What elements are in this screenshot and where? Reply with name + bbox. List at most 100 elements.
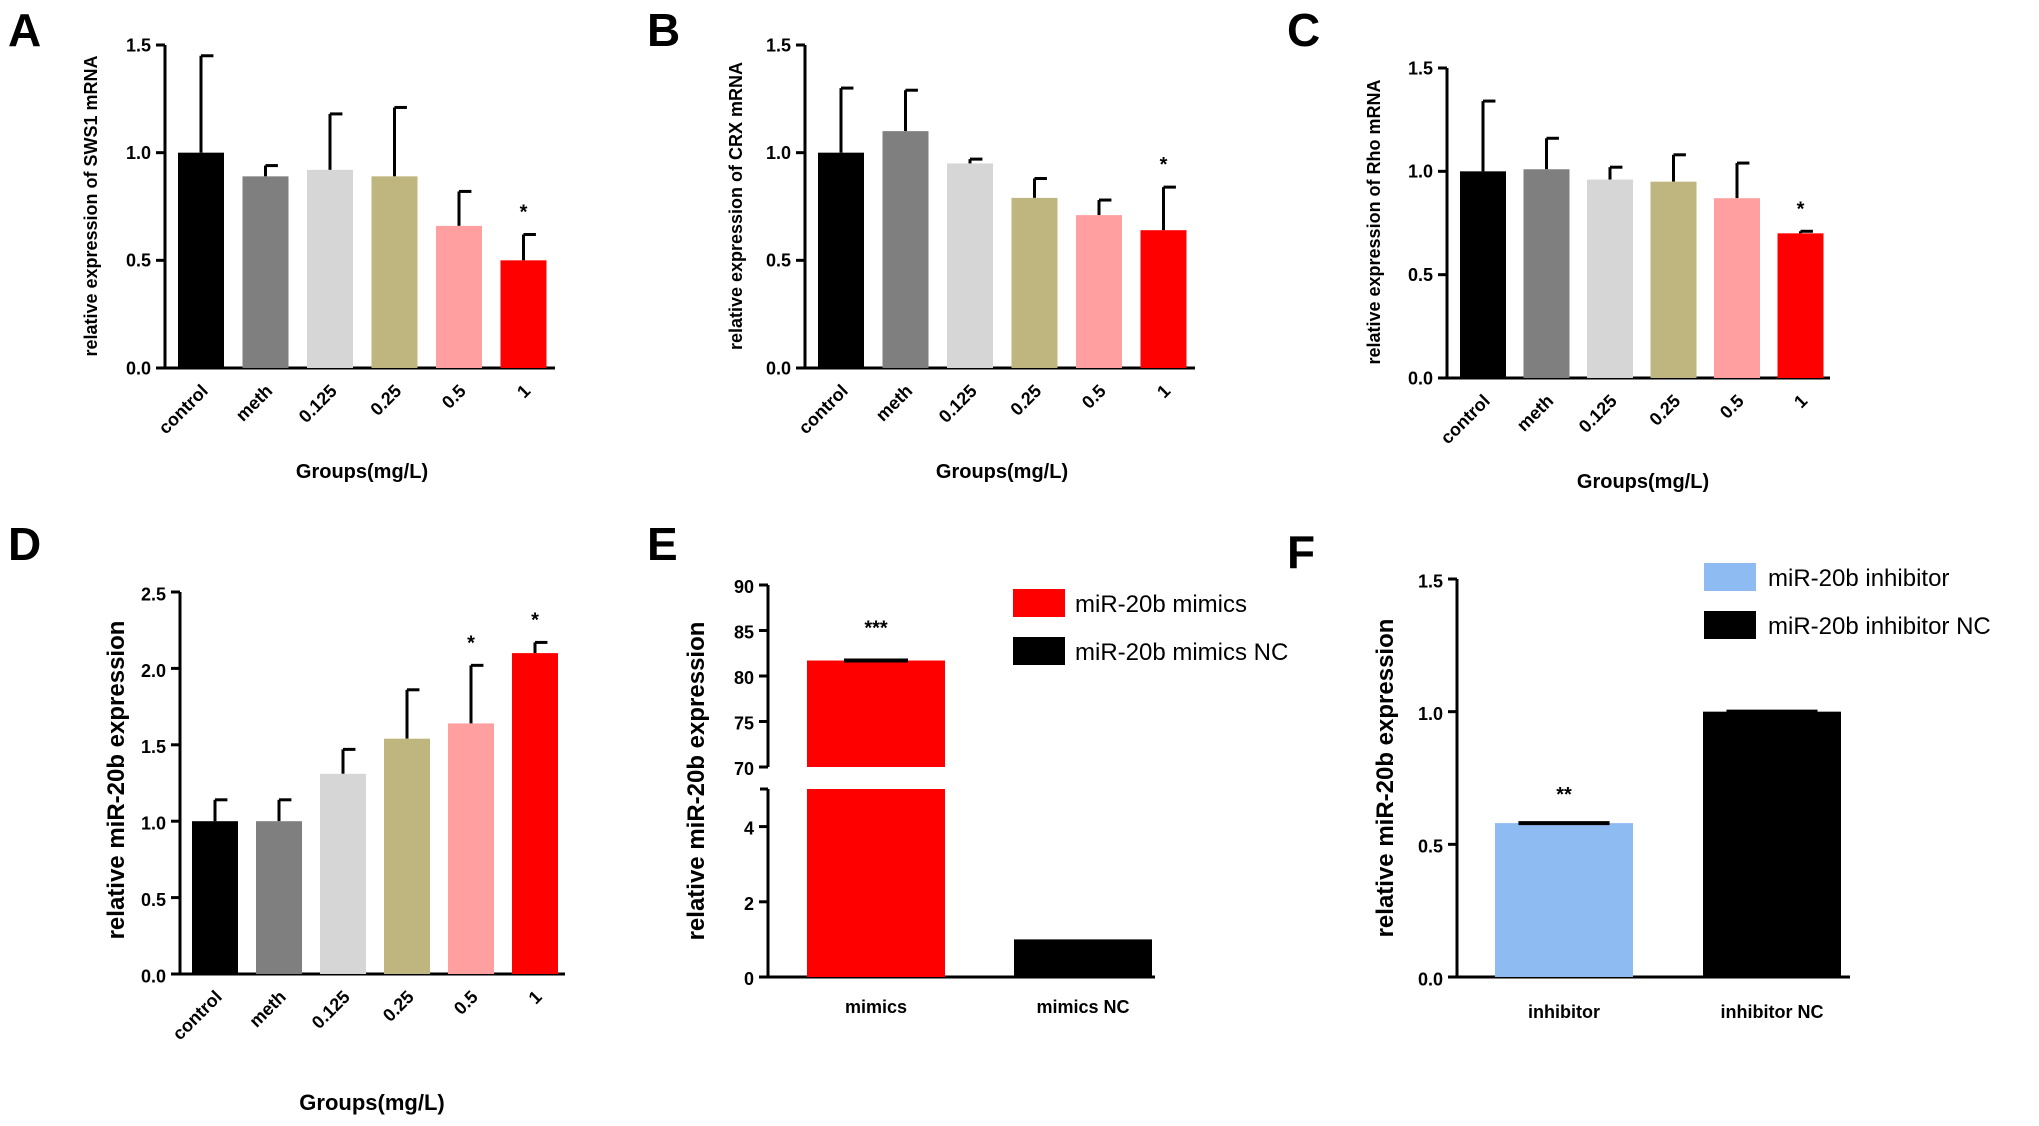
chart-a: 0.0 0.5 1.0 1.5 relative expression of SWS1 … [81, 35, 555, 483]
chart-b: 0.0 0.5 1.0 1.5 relative expression of CRX m… [726, 35, 1195, 483]
y-tick-label: 0.5 [766, 251, 791, 271]
x-tick-label: inhibitor NC [1721, 1002, 1824, 1022]
y-tick-label: 0.5 [1408, 265, 1433, 285]
y-tick-label: 1.5 [766, 35, 791, 55]
bar-1 [1140, 230, 1187, 368]
y-tick-label: 75 [734, 714, 754, 734]
x-tick-label: 0.125 [295, 381, 341, 427]
y-tick-label: 85 [734, 623, 754, 643]
bar-1 [500, 260, 547, 368]
y-axis-title: relative miR-20b expression [103, 621, 130, 940]
x-tick-label: 0.25 [366, 381, 405, 420]
y-tick-label: 2 [744, 894, 754, 914]
panel-letter-d: D [8, 518, 41, 570]
y-tick-label: 70 [734, 759, 754, 779]
x-tick-label: mimics [845, 997, 907, 1017]
panel-letter-a: A [8, 4, 41, 56]
y-tick-label: 2.0 [141, 661, 166, 681]
x-tick-label: control [155, 381, 212, 438]
y-tick-label: 1.0 [766, 143, 791, 163]
x-tick-label: 0.125 [935, 381, 981, 427]
panel-letter-c: C [1287, 4, 1320, 56]
bar-0.25 [1650, 181, 1697, 378]
chart-f: 0.0 0.5 1.0 1.5 relative miR-20b expression *… [1372, 563, 1991, 1022]
y-tick-label: 1.0 [126, 143, 151, 163]
x-tick-label: 1 [525, 987, 546, 1008]
bar-control [818, 152, 864, 368]
panel-letter-f: F [1287, 526, 1315, 578]
y-tick-label: 0.0 [766, 358, 791, 378]
bar-0.25 [371, 176, 418, 368]
bar-0.125 [947, 163, 993, 368]
chart-d: 0.0 0.5 1.0 1.5 2.0 2.5 relative miR-20b expre… [103, 584, 565, 1115]
significance-mark: * [1160, 154, 1168, 176]
y-tick-label: 1.5 [1408, 58, 1433, 78]
y-tick-label: 0.0 [126, 358, 151, 378]
y-axis-title: relative expression of CRX mRNA [726, 62, 746, 350]
significance-mark: ** [1556, 784, 1572, 806]
legend-swatch [1013, 589, 1065, 617]
x-axis-title: Groups(mg/L) [936, 461, 1068, 483]
charts-group: 0.0 0.5 1.0 1.5 relative expression of SWS1 … [81, 35, 1991, 1115]
y-tick-label: 1.0 [1418, 704, 1443, 724]
y-tick-label: 0.5 [126, 251, 151, 271]
x-tick-label: 0.5 [450, 987, 482, 1019]
x-tick-label: 0.5 [438, 381, 470, 413]
bar-0.125 [1587, 179, 1633, 378]
legend-swatch [1704, 611, 1756, 639]
x-tick-label: meth [245, 987, 290, 1032]
bar-0.5 [436, 225, 482, 368]
bar-inhibitor NC [1703, 711, 1841, 977]
x-tick-label: 0.25 [379, 987, 418, 1026]
bar-0.5 [1076, 215, 1122, 368]
bar-control [178, 152, 224, 368]
x-axis-title: Groups(mg/L) [296, 461, 428, 483]
y-axis-title: relative miR-20b expression [683, 622, 710, 941]
significance-mark: * [520, 201, 528, 223]
bar-mimics [807, 789, 945, 977]
bar-0.5 [448, 723, 494, 974]
y-tick-label: 0.0 [141, 966, 166, 986]
x-tick-label: 0.125 [1575, 391, 1621, 437]
y-tick-label: 1.0 [141, 814, 166, 834]
y-tick-label: 1.5 [126, 35, 151, 55]
bar-meth [1523, 169, 1570, 378]
x-tick-label: control [795, 381, 852, 438]
bar-0.125 [307, 169, 353, 368]
panel-letter-e: E [647, 518, 678, 570]
panel-letter-b: B [647, 4, 680, 56]
significance-mark: *** [864, 618, 888, 640]
x-tick-label: control [1437, 391, 1494, 448]
bar-1 [1777, 233, 1824, 378]
y-tick-label: 80 [734, 668, 754, 688]
x-axis-title: Groups(mg/L) [1577, 471, 1709, 493]
bar-meth [242, 176, 289, 368]
bar-0.5 [1714, 198, 1760, 378]
bar-1 [512, 653, 558, 974]
y-tick-label: 0.5 [1418, 837, 1443, 857]
chart-c: 0.0 0.5 1.0 1.5 relative expression of Rho m… [1364, 58, 1830, 493]
legend-swatch [1013, 637, 1065, 665]
x-tick-label: inhibitor [1528, 1002, 1600, 1022]
legend-label: miR-20b mimics NC [1075, 639, 1288, 666]
bar-control [1460, 171, 1506, 378]
x-tick-label: mimics NC [1036, 997, 1129, 1017]
legend-label: miR-20b mimics [1075, 591, 1247, 618]
bar-control [192, 821, 238, 974]
legend-label: miR-20b inhibitor NC [1768, 613, 1991, 640]
x-tick-label: 0.5 [1078, 381, 1110, 413]
x-tick-label: 0.25 [1006, 381, 1045, 420]
x-tick-label: control [169, 987, 226, 1044]
y-tick-label: 1.0 [1408, 162, 1433, 182]
legend-label: miR-20b inhibitor [1768, 565, 1949, 592]
y-tick-label: 0.0 [1418, 969, 1443, 989]
bar-mimics-upper [807, 660, 945, 767]
x-tick-label: 0.125 [308, 987, 354, 1033]
y-axis-title: relative expression of SWS1 mRNA [81, 55, 101, 356]
significance-mark: * [531, 609, 539, 631]
bar-meth [882, 131, 929, 368]
x-tick-label: 0.5 [1716, 391, 1748, 423]
x-tick-label: 1 [1790, 391, 1811, 412]
x-tick-label: meth [872, 381, 917, 426]
y-tick-label: 2.5 [141, 584, 166, 604]
